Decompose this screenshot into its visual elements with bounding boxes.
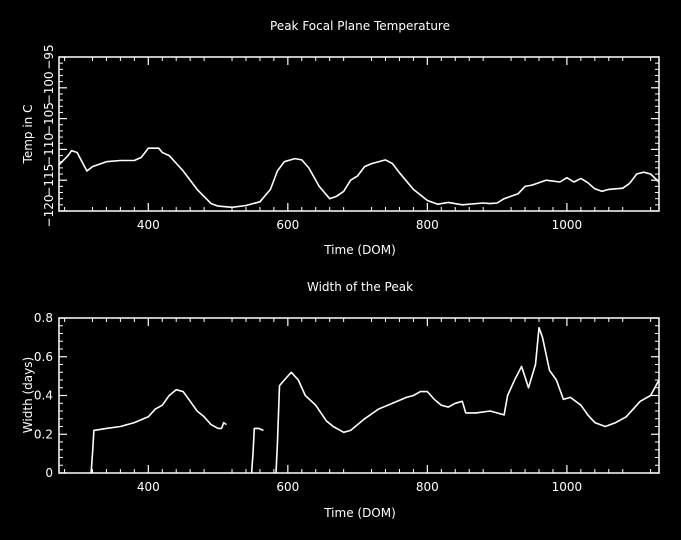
chart-title: Width of the Peak <box>307 280 413 294</box>
data-series <box>58 147 660 209</box>
y-tick-label: −95 <box>42 44 56 69</box>
chart-title: Peak Focal Plane Temperature <box>270 19 450 33</box>
y-tick-label: 0.4 <box>34 389 53 403</box>
series-line <box>58 147 660 209</box>
y-tick-label: −105 <box>42 102 56 135</box>
series-line <box>90 388 227 474</box>
x-tick-group: 400 600 800 1000 <box>64 57 652 232</box>
y-tick-group: 0 0.2 0.4 0.6 0.8 <box>34 311 659 480</box>
data-series <box>90 326 660 474</box>
y-tick-label: −110 <box>42 133 56 166</box>
x-tick-label: 800 <box>416 218 439 232</box>
y-tick-group: −120−115−110−105−100 −95 <box>42 44 659 227</box>
x-axis-label: Time (DOM) <box>323 243 396 257</box>
series-line <box>250 427 264 474</box>
y-tick-label: −115 <box>42 164 56 197</box>
temperature-chart: Peak Focal Plane Temperature Time (DOM) … <box>21 19 660 257</box>
y-tick-label: 0.8 <box>34 311 53 325</box>
y-axis-label: Width (days) <box>21 357 35 433</box>
y-tick-label: 0.2 <box>34 427 53 441</box>
plot-frame <box>58 317 660 474</box>
y-axis-label: Temp in C <box>21 105 35 165</box>
x-tick-label: 400 <box>137 480 160 494</box>
x-tick-label: 800 <box>416 480 439 494</box>
series-line <box>275 326 660 474</box>
width-chart: Width of the Peak Time (DOM) Width (days… <box>21 280 660 520</box>
x-axis-label: Time (DOM) <box>323 506 396 520</box>
y-tick-label: 0 <box>45 466 53 480</box>
x-tick-group: 400 600 800 1000 <box>64 318 652 494</box>
x-tick-label: 600 <box>276 480 299 494</box>
x-tick-label: 1000 <box>552 480 583 494</box>
y-tick-label: 0.6 <box>34 350 53 364</box>
x-tick-label: 400 <box>137 218 160 232</box>
y-tick-label: −100 <box>42 71 56 104</box>
plot-frame <box>58 56 660 212</box>
x-tick-label: 1000 <box>552 218 583 232</box>
x-tick-label: 600 <box>276 218 299 232</box>
y-tick-label: −120 <box>42 195 56 228</box>
